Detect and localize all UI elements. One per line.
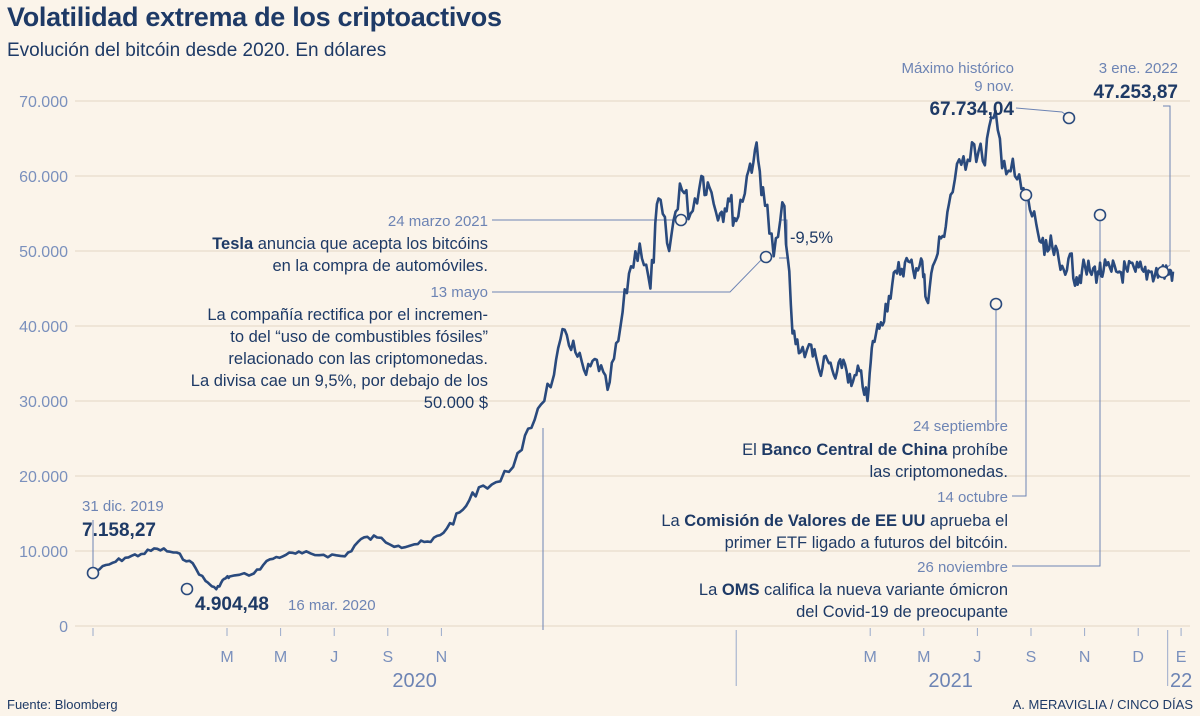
annotation-tesla-bold: Tesla bbox=[212, 235, 254, 253]
annotation-drop-label: -9,5% bbox=[790, 229, 833, 247]
annotation-tesla-date: 24 marzo 2021 bbox=[388, 213, 488, 230]
annotation-sec-line2: primer ETF ligado a futuros del bitcóin. bbox=[725, 534, 1008, 552]
marker-ath bbox=[1062, 111, 1076, 125]
y-tick-label: 10.000 bbox=[19, 544, 68, 561]
annotation-china-line1: El Banco Central de China prohíbe bbox=[742, 441, 1008, 459]
x-tick-label: D bbox=[1132, 649, 1144, 666]
y-tick-label: 30.000 bbox=[19, 394, 68, 411]
leader-may13 bbox=[492, 255, 766, 293]
x-axis-ticks: M M J S N M M J S N D E 2020 2021 22 bbox=[92, 628, 1192, 692]
annotation-may13-date: 13 mayo bbox=[430, 284, 488, 301]
annotation-start-value: 7.158,27 bbox=[82, 520, 156, 541]
x-tick-label: M bbox=[864, 649, 877, 666]
annotation-china-line2: las criptomonedas. bbox=[870, 463, 1009, 481]
annotation-end-value: 47.253,87 bbox=[1093, 82, 1178, 103]
annotation-tesla-line2: en la compra de automóviles. bbox=[272, 257, 488, 275]
y-tick-label: 40.000 bbox=[19, 319, 68, 336]
annotation-sec-date: 14 octubre bbox=[937, 489, 1008, 506]
footer-credit: A. MERAVIGLIA / CINCO DÍAS bbox=[1012, 697, 1193, 712]
x-tick-label: J bbox=[330, 649, 338, 666]
x-tick-label: J bbox=[973, 649, 981, 666]
annotation-may13-line1: La compañía rectifica por el incremen- bbox=[207, 306, 488, 324]
marker-china bbox=[989, 297, 1003, 311]
y-tick-label: 0 bbox=[59, 619, 68, 636]
annotation-ath-value: 67.734,04 bbox=[929, 99, 1014, 120]
marker-may13 bbox=[759, 250, 773, 264]
annotation-start-date: 31 dic. 2019 bbox=[82, 498, 164, 515]
annotation-may13-line3: relacionado con las criptomonedas. bbox=[228, 350, 488, 368]
marker-low bbox=[180, 582, 194, 596]
y-tick-label: 50.000 bbox=[19, 244, 68, 261]
marker-oms bbox=[1093, 208, 1107, 222]
x-tick-label: S bbox=[382, 649, 393, 666]
annotation-ath-date: 9 nov. bbox=[974, 78, 1014, 95]
annotation-oms-line2: del Covid-19 de preocupante bbox=[796, 603, 1008, 621]
series-line-bitcoin bbox=[92, 109, 1175, 591]
x-tick-label: M bbox=[917, 649, 930, 666]
annotation-markers bbox=[86, 111, 1170, 596]
annotation-oms-line1: La OMS califica la nueva variante ómicro… bbox=[699, 581, 1008, 599]
x-tick-label: M bbox=[274, 649, 287, 666]
marker-sec bbox=[1019, 188, 1033, 202]
x-tick-label: S bbox=[1026, 649, 1037, 666]
x-tick-label: N bbox=[1079, 649, 1091, 666]
leader-ath bbox=[1015, 107, 1070, 118]
annotation-oms-date: 26 noviembre bbox=[917, 559, 1008, 576]
annotation-low-value: 4.904,48 bbox=[195, 594, 269, 615]
footer-source: Fuente: Bloomberg bbox=[7, 697, 118, 712]
annotation-tesla-text1: anuncia que acepta los bitcóins bbox=[253, 235, 488, 253]
marker-end bbox=[1156, 265, 1170, 279]
annotation-china-date: 24 septiembre bbox=[913, 418, 1008, 435]
leader-end bbox=[1162, 105, 1171, 271]
y-tick-label: 60.000 bbox=[19, 169, 68, 186]
x-tick-label: M bbox=[220, 649, 233, 666]
year-label: 2020 bbox=[392, 670, 437, 692]
x-tick-label: E bbox=[1176, 649, 1187, 666]
marker-start bbox=[86, 566, 100, 580]
marker-tesla bbox=[674, 213, 688, 227]
gridlines bbox=[75, 100, 1190, 627]
y-tick-label: 70.000 bbox=[19, 94, 68, 111]
chart-title: Volatilidad extrema de los criptoactivos bbox=[7, 2, 502, 32]
y-axis-ticks: 0 10.000 20.000 30.000 40.000 50.000 60.000 70.… bbox=[19, 94, 68, 636]
annotation-may13-line5: 50.000 $ bbox=[424, 394, 488, 412]
y-tick-label: 20.000 bbox=[19, 469, 68, 486]
chart-subtitle: Evolución del bitcóin desde 2020. En dól… bbox=[7, 40, 387, 61]
annotation-low-date: 16 mar. 2020 bbox=[288, 597, 376, 614]
annotation-ath-label: Máximo histórico bbox=[901, 60, 1014, 77]
year-label: 22 bbox=[1170, 670, 1192, 692]
year-label: 2021 bbox=[928, 670, 973, 692]
leader-sec bbox=[1012, 198, 1027, 497]
annotation-may13-line2: to del “uso de combustibles fósiles” bbox=[230, 328, 488, 346]
annotation-end-date: 3 ene. 2022 bbox=[1099, 60, 1178, 77]
leader-oms bbox=[1012, 218, 1101, 567]
annotation-sec-line1: La Comisión de Valores de EE UU aprueba … bbox=[661, 512, 1008, 530]
annotation-may13-line4: La divisa cae un 9,5%, por debajo de los bbox=[191, 372, 488, 390]
annotation-tesla-line1: Tesla anuncia que acepta los bitcóins bbox=[212, 235, 488, 253]
x-tick-label: N bbox=[436, 649, 448, 666]
